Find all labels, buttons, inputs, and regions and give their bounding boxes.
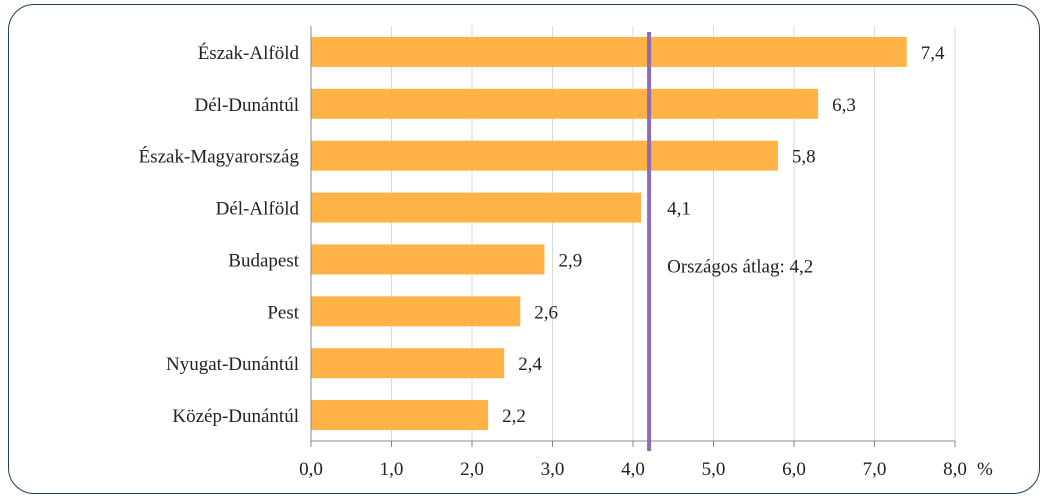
x-tick-label: 3,0 — [541, 459, 565, 480]
value-label: 2,9 — [558, 250, 582, 271]
x-axis-ticks: 0,0 1,0 2,0 3,0 4,0 5,0 6,0 7,0 8,0 — [299, 441, 967, 480]
value-label: 2,4 — [518, 354, 542, 375]
value-label: 5,8 — [792, 147, 816, 168]
bar — [311, 296, 521, 327]
national-average-label: Országos átlag: 4,2 — [667, 256, 813, 277]
x-axis-unit: % — [977, 459, 993, 480]
bar — [311, 192, 642, 223]
category-label: Dél-Alföld — [216, 199, 300, 220]
bar — [311, 244, 545, 275]
bars — [311, 36, 907, 431]
value-label: 2,6 — [534, 302, 558, 323]
category-labels: Észak-Alföld Dél-Dunántúl Észak-Magyarorsz… — [139, 42, 300, 427]
bar — [311, 88, 819, 119]
value-label: 4,1 — [667, 199, 691, 220]
category-label: Budapest — [228, 250, 299, 271]
category-label: Közép-Dunántúl — [172, 406, 299, 427]
value-label: 6,3 — [832, 95, 856, 116]
x-tick-label: 5,0 — [702, 459, 726, 480]
category-label: Észak-Alföld — [198, 42, 300, 64]
x-tick-label: 1,0 — [380, 459, 404, 480]
category-label: Észak-Magyarország — [139, 146, 300, 168]
x-tick-label: 0,0 — [299, 459, 323, 480]
chart-frame — [8, 4, 1040, 494]
value-labels: 7,4 6,3 5,8 4,1 2,9 2,6 2,4 2,2 — [502, 43, 945, 427]
bar — [311, 400, 489, 431]
bar — [311, 348, 505, 379]
x-tick-label: 2,0 — [460, 459, 484, 480]
bar — [311, 140, 778, 171]
value-label: 2,2 — [502, 406, 526, 427]
x-tick-label: 7,0 — [863, 459, 887, 480]
gridlines — [391, 26, 956, 441]
category-label: Dél-Dunántúl — [195, 95, 299, 116]
bar — [311, 36, 907, 67]
x-tick-label: 6,0 — [782, 459, 806, 480]
x-tick-label: 8,0 — [943, 459, 967, 480]
value-label: 7,4 — [921, 43, 945, 64]
x-tick-label: 4,0 — [621, 459, 645, 480]
category-label: Nyugat-Dunántúl — [166, 354, 299, 375]
category-label: Pest — [267, 302, 299, 323]
